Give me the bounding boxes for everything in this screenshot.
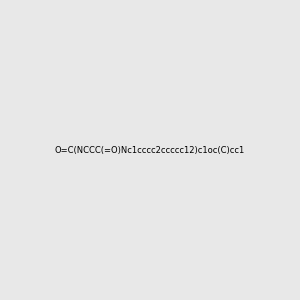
Text: O=C(NCCC(=O)Nc1cccc2ccccc12)c1oc(C)cc1: O=C(NCCC(=O)Nc1cccc2ccccc12)c1oc(C)cc1 — [55, 146, 245, 154]
